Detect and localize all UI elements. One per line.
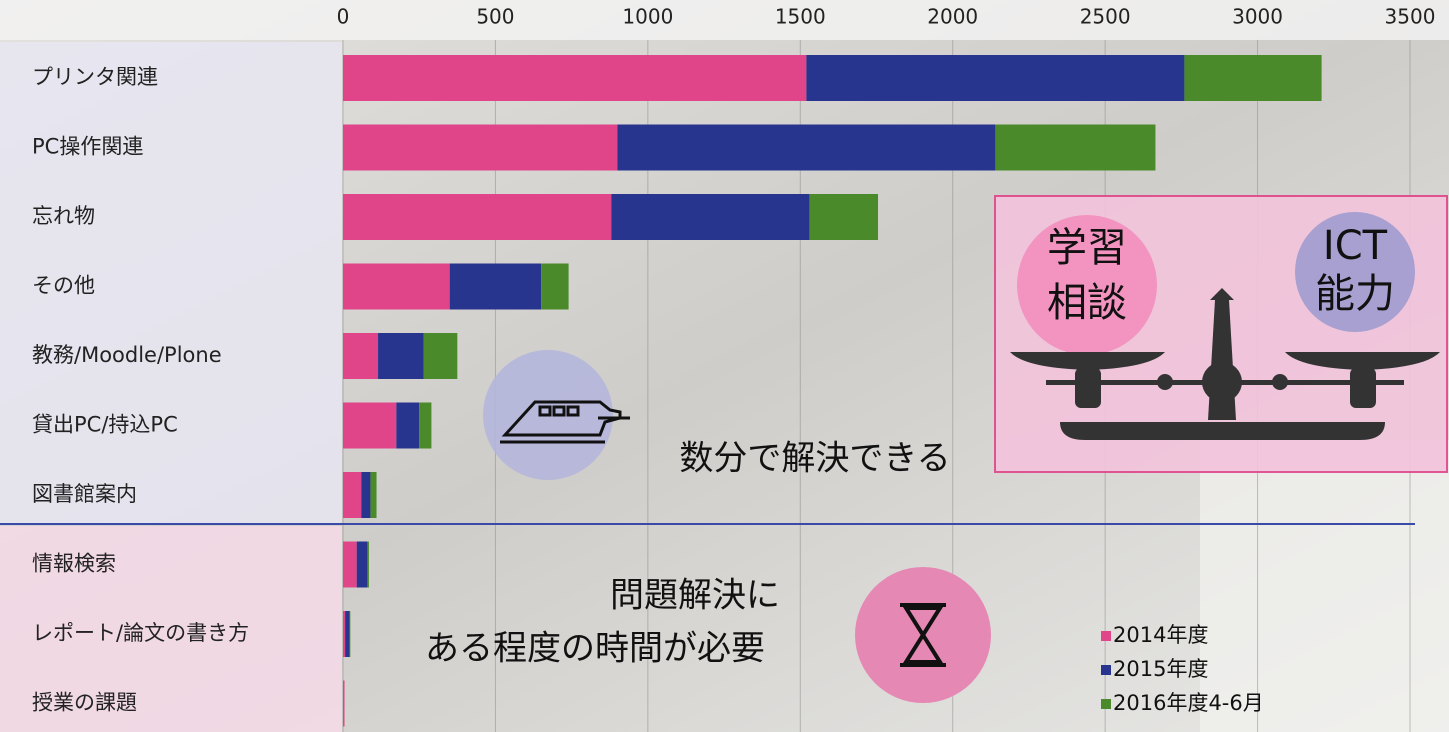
y-tick-label: その他	[32, 274, 95, 298]
bar	[995, 125, 1155, 171]
legend-label: 2016年度4-6月	[1113, 691, 1264, 715]
x-tick-label: 2000	[927, 5, 978, 29]
y-tick-label: 忘れ物	[32, 204, 95, 228]
bar	[378, 333, 424, 379]
chart: 0 500 1000 1500 2000 2500 3000 3500 プリンタ関連 PC操作関連…	[0, 0, 1449, 732]
annotation: ある程度の時間が必要	[425, 629, 765, 669]
y-tick-label: PC操作関連	[32, 135, 143, 159]
bar	[350, 611, 351, 657]
bar	[419, 403, 431, 449]
legend-swatch	[1101, 665, 1111, 675]
y-tick-label: 情報検索	[32, 552, 116, 576]
bar	[343, 681, 345, 727]
annotation: 問題解決に	[610, 576, 780, 616]
annotation: 能力	[1315, 271, 1395, 317]
bar	[343, 333, 378, 379]
bar	[424, 333, 458, 379]
legend-label: 2015年度	[1113, 657, 1208, 681]
legend-label: 2014年度	[1113, 623, 1208, 647]
annotation: 相談	[1047, 280, 1127, 326]
annotation: 学習	[1047, 225, 1127, 271]
bar	[343, 472, 361, 518]
bar	[450, 264, 541, 310]
bar	[611, 194, 809, 240]
x-tick-label: 3000	[1232, 5, 1283, 29]
x-tick-label: 0	[337, 5, 350, 29]
legend-swatch	[1101, 631, 1111, 641]
bar	[343, 55, 806, 101]
bar	[396, 403, 419, 449]
shelf	[1200, 440, 1449, 732]
bar	[541, 264, 568, 310]
y-tick-label: 教務/Moodle/Plone	[32, 343, 222, 367]
bar	[809, 194, 878, 240]
y-tick-label: 貸出PC/持込PC	[32, 413, 178, 437]
x-tick-label: 500	[476, 5, 514, 29]
x-tick-label: 3500	[1385, 5, 1436, 29]
bar	[343, 125, 617, 171]
bar	[343, 194, 611, 240]
x-tick-label: 2500	[1080, 5, 1131, 29]
bar	[617, 125, 995, 171]
y-tick-label: 図書館案内	[32, 482, 137, 506]
annotation: ICT	[1323, 223, 1388, 269]
y-tick-label: プリンタ関連	[32, 65, 158, 89]
x-tick-label: 1000	[622, 5, 673, 29]
bar	[370, 472, 376, 518]
bar	[367, 542, 369, 588]
y-tick-label: レポート/論文の書き方	[32, 621, 249, 645]
legend-swatch	[1101, 699, 1111, 709]
bar	[343, 611, 345, 657]
annotation: 数分で解決できる	[679, 439, 950, 479]
x-tick-label: 1500	[775, 5, 826, 29]
bar	[345, 611, 350, 657]
bar	[361, 472, 370, 518]
bar	[343, 264, 450, 310]
bar	[343, 542, 357, 588]
bar	[357, 542, 368, 588]
bar	[343, 403, 396, 449]
y-tick-label: 授業の課題	[32, 691, 137, 715]
bar	[806, 55, 1184, 101]
bar	[1184, 55, 1321, 101]
